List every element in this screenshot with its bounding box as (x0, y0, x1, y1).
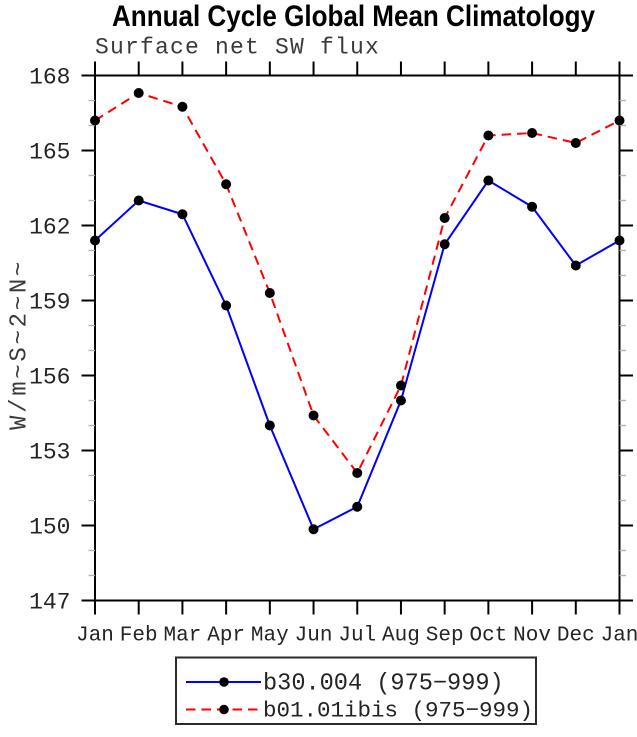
svg-text:147: 147 (29, 590, 70, 616)
svg-text:b01.01ibis (975−999): b01.01ibis (975−999) (263, 698, 533, 724)
svg-text:165: 165 (29, 140, 70, 166)
svg-text:Apr: Apr (207, 625, 245, 648)
svg-text:W/m~S~2~N~: W/m~S~2~N~ (7, 259, 34, 430)
svg-text:Dec: Dec (557, 625, 595, 648)
svg-text:Nov: Nov (513, 625, 551, 648)
svg-text:Aug: Aug (382, 625, 420, 648)
svg-text:Jun: Jun (295, 625, 333, 648)
svg-text:May: May (251, 625, 289, 648)
svg-text:Feb: Feb (120, 625, 158, 648)
svg-text:168: 168 (29, 65, 70, 91)
svg-text:Sep: Sep (426, 625, 464, 648)
svg-text:b30.004 (975−999): b30.004 (975−999) (263, 671, 504, 698)
svg-text:Jul: Jul (338, 625, 376, 648)
svg-text:159: 159 (29, 290, 70, 316)
svg-text:162: 162 (29, 215, 70, 241)
svg-text:Surface net SW flux: Surface net SW flux (95, 35, 380, 61)
svg-text:Mar: Mar (164, 625, 202, 648)
svg-text:156: 156 (29, 365, 70, 391)
svg-text:153: 153 (29, 440, 70, 466)
svg-text:Jan: Jan (76, 625, 114, 648)
svg-text:150: 150 (29, 515, 70, 541)
svg-text:Oct: Oct (469, 625, 507, 648)
svg-text:Jan: Jan (601, 625, 637, 648)
svg-text:Annual Cycle Global Mean Clima: Annual Cycle Global Mean Climatology (112, 0, 595, 33)
